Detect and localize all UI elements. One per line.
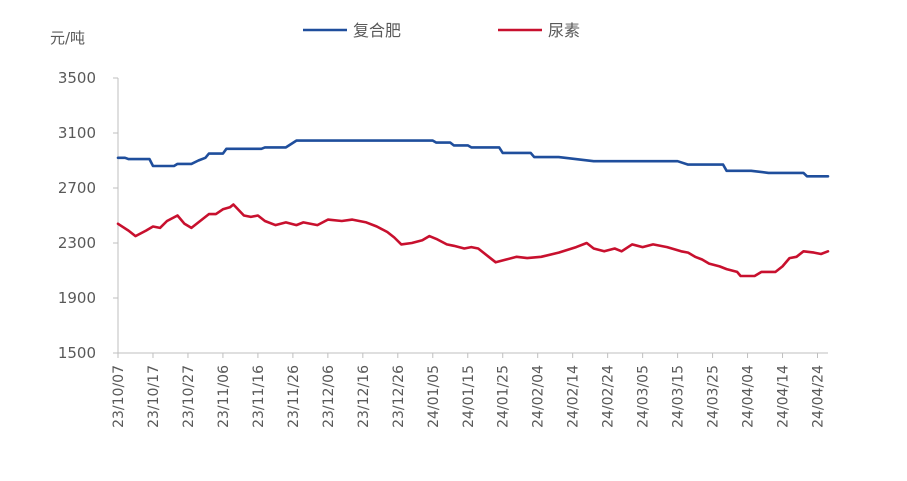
y-tick-label: 1500 [58,344,96,362]
y-axis: 1500 1900 2300 2700 3100 3500 [58,69,119,362]
x-tick-label: 24/03/05 [636,365,652,428]
x-tick-label: 24/02/14 [566,365,582,428]
x-tick-label: 23/10/17 [146,365,162,428]
x-tick-label: 24/03/15 [671,365,687,428]
y-tick-label: 1900 [58,289,96,307]
compound-fertilizer-line [116,139,830,178]
x-tick-label: 23/12/06 [321,365,337,428]
y-tick-label: 3100 [58,124,96,142]
y-tick-label: 2700 [58,179,96,197]
x-tick-label: 23/11/06 [216,365,232,428]
x-tick-label: 23/10/07 [111,365,127,428]
x-tick-label: 23/12/26 [391,365,407,428]
urea-line [116,203,830,278]
y-tick-label: 3500 [58,69,96,87]
x-tick-label: 23/12/16 [356,365,372,428]
x-tick-label: 23/11/26 [286,365,302,428]
x-tick-label: 23/10/27 [181,365,197,428]
y-axis-unit-label: 元/吨 [50,29,85,47]
y-tick-label: 2300 [58,234,96,252]
series-layer [116,139,830,278]
x-tick-label: 24/03/25 [706,365,722,428]
legend: 复合肥 尿素 [303,21,580,40]
x-tick-label: 24/04/24 [811,365,827,428]
x-tick-label: 24/01/05 [426,365,442,428]
x-tick-label: 24/04/14 [776,365,792,428]
x-tick-label: 23/11/16 [251,365,267,428]
x-tick-label: 24/01/25 [496,365,512,428]
x-axis: 23/10/07 23/10/17 23/10/27 23/11/06 23/11/16… [111,352,828,428]
x-tick-label: 24/01/15 [461,365,477,428]
x-tick-label: 24/02/24 [601,365,617,428]
x-tick-label: 24/02/04 [531,365,547,428]
x-tick-label: 24/04/04 [741,365,757,428]
legend-label-urea: 尿素 [548,21,580,40]
legend-label-compound-fertilizer: 复合肥 [353,21,401,40]
